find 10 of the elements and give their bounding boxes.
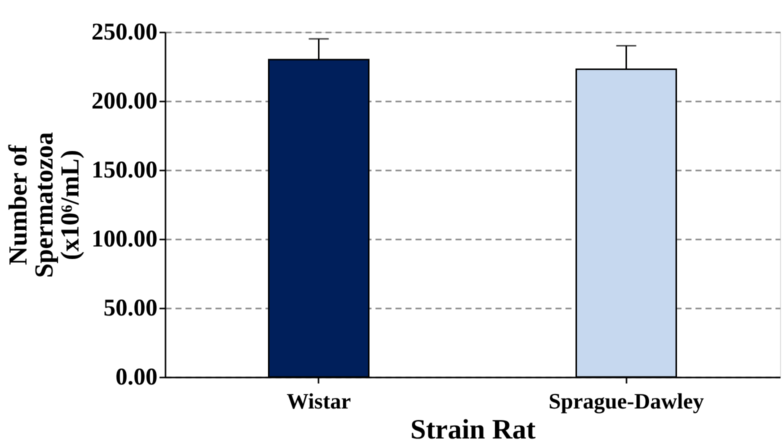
y-tick-label: 250.00 xyxy=(92,20,158,46)
x-tick-label: Sprague-Dawley xyxy=(548,388,704,414)
y-axis-title: Number of Spermatozoa (x10⁶/mL) xyxy=(4,132,84,278)
y-tick-label: 200.00 xyxy=(92,88,158,114)
y-tick-label: 0.00 xyxy=(116,364,158,390)
x-axis-title: Strain Rat xyxy=(410,414,536,446)
y-tick-label: 100.00 xyxy=(92,226,158,252)
y-tick-label: 150.00 xyxy=(92,158,158,184)
y-tick-label: 50.00 xyxy=(104,296,158,322)
x-tick-label: Wistar xyxy=(286,388,352,414)
